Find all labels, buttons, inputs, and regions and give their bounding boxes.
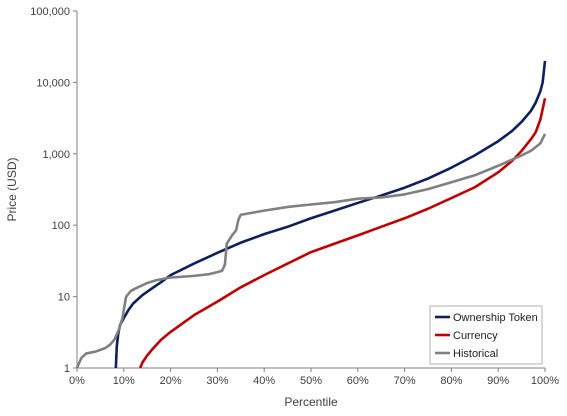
x-axis-title: Percentile	[284, 395, 338, 409]
x-tick-label: 30%	[206, 375, 228, 387]
x-tick-label: 90%	[487, 375, 509, 387]
x-tick-label: 50%	[300, 375, 322, 387]
legend-label: Historical	[453, 348, 498, 360]
series-layer	[75, 60, 547, 369]
x-tick-label: 10%	[113, 375, 135, 387]
y-tick-label: 10	[58, 292, 70, 304]
y-tick-label: 100,000	[30, 6, 70, 18]
y-tick-label: 1	[64, 363, 70, 375]
legend: Ownership Token Currency Historical	[429, 305, 543, 365]
x-tick-label: 60%	[347, 375, 369, 387]
y-tick-label: 10,000	[36, 77, 70, 89]
x-tick-label: 80%	[440, 375, 462, 387]
x-tick-label: 70%	[394, 375, 416, 387]
legend-label: Currency	[453, 330, 498, 342]
axes: 1 10 100 1,000 10,000 100,000 0% 10% 20% 30% 40% 50…	[30, 6, 559, 387]
x-tick-label: 40%	[253, 375, 275, 387]
series-line-ownership-token	[114, 60, 547, 369]
legend-label: Ownership Token	[453, 312, 538, 324]
y-axis-title: Price (USD)	[5, 157, 19, 221]
series-line-historical	[75, 133, 547, 369]
y-tick-label: 100	[52, 220, 70, 232]
x-tick-label: 100%	[531, 375, 559, 387]
series-line-currency	[138, 97, 547, 369]
x-tick-label: 20%	[160, 375, 182, 387]
y-tick-label: 1,000	[42, 149, 70, 161]
x-tick-label: 0%	[69, 375, 85, 387]
